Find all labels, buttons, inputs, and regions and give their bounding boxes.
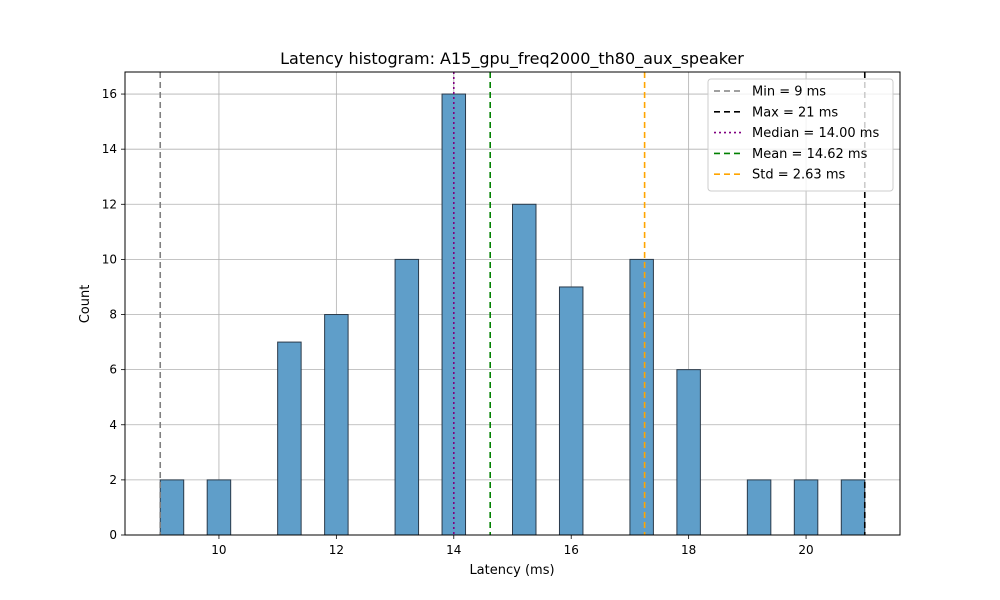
x-axis-ticks: 10 12 14 16 18 20 xyxy=(211,535,814,557)
legend-label: Std = 2.63 ms xyxy=(752,168,845,183)
histogram-bar xyxy=(206,479,232,536)
legend-label: Median = 14.00 ms xyxy=(752,126,879,141)
chart-title: Latency histogram: A15_gpu_freq2000_th80… xyxy=(280,49,744,69)
legend-label: Mean = 14.62 ms xyxy=(752,147,868,162)
x-tick-label: 18 xyxy=(681,543,696,557)
reference-lines xyxy=(159,72,866,535)
y-tick-label: 14 xyxy=(102,142,117,156)
histogram-bar xyxy=(512,203,537,536)
x-tick-label: 14 xyxy=(446,543,461,557)
y-axis-label: Count xyxy=(78,285,93,324)
plot-frame xyxy=(124,71,901,536)
histogram-bar xyxy=(793,479,819,536)
histogram-bar xyxy=(277,341,302,536)
histogram-bar xyxy=(676,369,701,536)
y-tick-label: 6 xyxy=(109,363,117,377)
y-tick-label: 0 xyxy=(109,528,117,542)
histogram-bar xyxy=(746,479,772,536)
legend-box xyxy=(707,78,894,192)
histogram-bar xyxy=(558,286,584,536)
legend-label: Min = 9 ms xyxy=(752,85,826,100)
x-tick-label: 16 xyxy=(564,543,579,557)
y-tick-label: 8 xyxy=(109,308,117,322)
x-tick-label: 20 xyxy=(798,543,813,557)
legend-label: Max = 21 ms xyxy=(752,105,838,120)
y-tick-label: 4 xyxy=(109,418,117,432)
histogram-bar xyxy=(324,314,349,536)
histogram-bar xyxy=(394,258,420,536)
x-tick-label: 10 xyxy=(211,543,226,557)
histogram-bar xyxy=(159,479,185,536)
histogram-bar xyxy=(840,479,866,536)
legend: Min = 9 ms Max = 21 ms Median = 14.00 ms Me… xyxy=(707,78,894,192)
histogram-bar xyxy=(629,258,654,536)
y-tick-label: 2 xyxy=(109,473,117,487)
y-tick-label: 10 xyxy=(102,252,117,266)
y-tick-label: 12 xyxy=(102,197,117,211)
x-axis-label: Latency (ms) xyxy=(469,563,554,578)
y-axis-ticks: 0 2 4 6 8 10 12 14 16 xyxy=(102,87,125,542)
y-tick-label: 16 xyxy=(102,87,117,101)
x-tick-label: 12 xyxy=(329,543,344,557)
